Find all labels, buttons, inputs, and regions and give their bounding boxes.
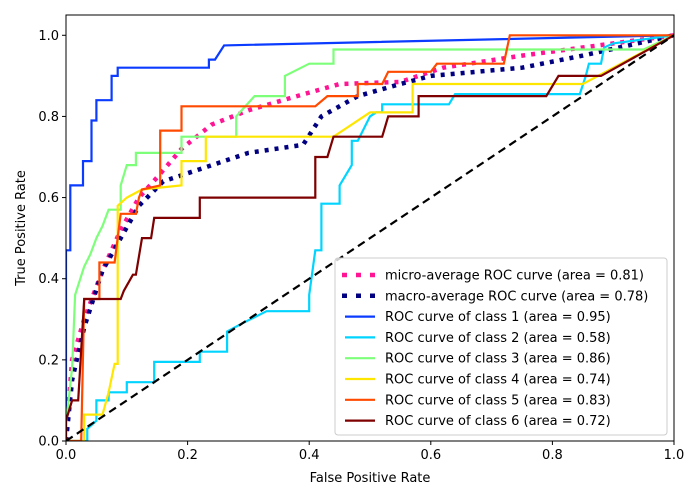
y-axis: 0.0 0.2 0.4 0.6 0.8 1.0 [38, 29, 66, 450]
y-tick-label: 0.2 [38, 353, 59, 368]
y-axis-label: True Positive Rate [14, 170, 29, 287]
x-tick-label: 0.8 [542, 448, 563, 463]
y-tick-label: 1.0 [38, 29, 59, 44]
series-line-4 [66, 34, 674, 441]
y-tick-label: 0.6 [38, 191, 59, 206]
legend-label-7: ROC curve of class 5 (area = 0.83) [385, 393, 611, 408]
series-line-2 [66, 33, 674, 441]
legend-label-1: micro-average ROC curve (area = 0.81) [385, 269, 644, 284]
axes-frame [65, 14, 675, 442]
series-line-6 [66, 34, 674, 441]
x-axis-label: False Positive Rate [310, 471, 431, 486]
legend-label-5: ROC curve of class 3 (area = 0.86) [385, 352, 611, 367]
chance-diagonal-line [66, 34, 674, 441]
legend-label-4: ROC curve of class 2 (area = 0.58) [385, 331, 611, 346]
x-tick-label: 0.6 [420, 448, 441, 463]
series-line-5 [66, 34, 674, 441]
series-line-1 [66, 33, 674, 441]
x-tick-label: 0.4 [299, 448, 320, 463]
legend-label-6: ROC curve of class 4 (area = 0.74) [385, 373, 611, 388]
legend-label-8: ROC curve of class 6 (area = 0.72) [385, 414, 611, 429]
legend-label-2: macro-average ROC curve (area = 0.78) [385, 289, 648, 304]
legend: micro-average ROC curve (area = 0.81) mac… [334, 257, 668, 436]
legend-box [334, 257, 668, 436]
series-line-8 [66, 34, 674, 441]
y-tick-label: 0.8 [38, 110, 59, 125]
series-line-7 [66, 34, 674, 441]
x-tick-label: 1.0 [664, 448, 685, 463]
x-tick-label: 0.2 [177, 448, 198, 463]
y-tick-label: 0.0 [38, 435, 59, 450]
x-tick-label: 0.0 [56, 448, 77, 463]
y-tick-label: 0.4 [38, 272, 59, 287]
x-axis: 0.0 0.2 0.4 0.6 0.8 1.0 [56, 441, 685, 463]
plot-area [66, 33, 674, 441]
legend-label-3: ROC curve of class 1 (area = 0.95) [385, 310, 611, 325]
series-line-3 [66, 34, 674, 441]
